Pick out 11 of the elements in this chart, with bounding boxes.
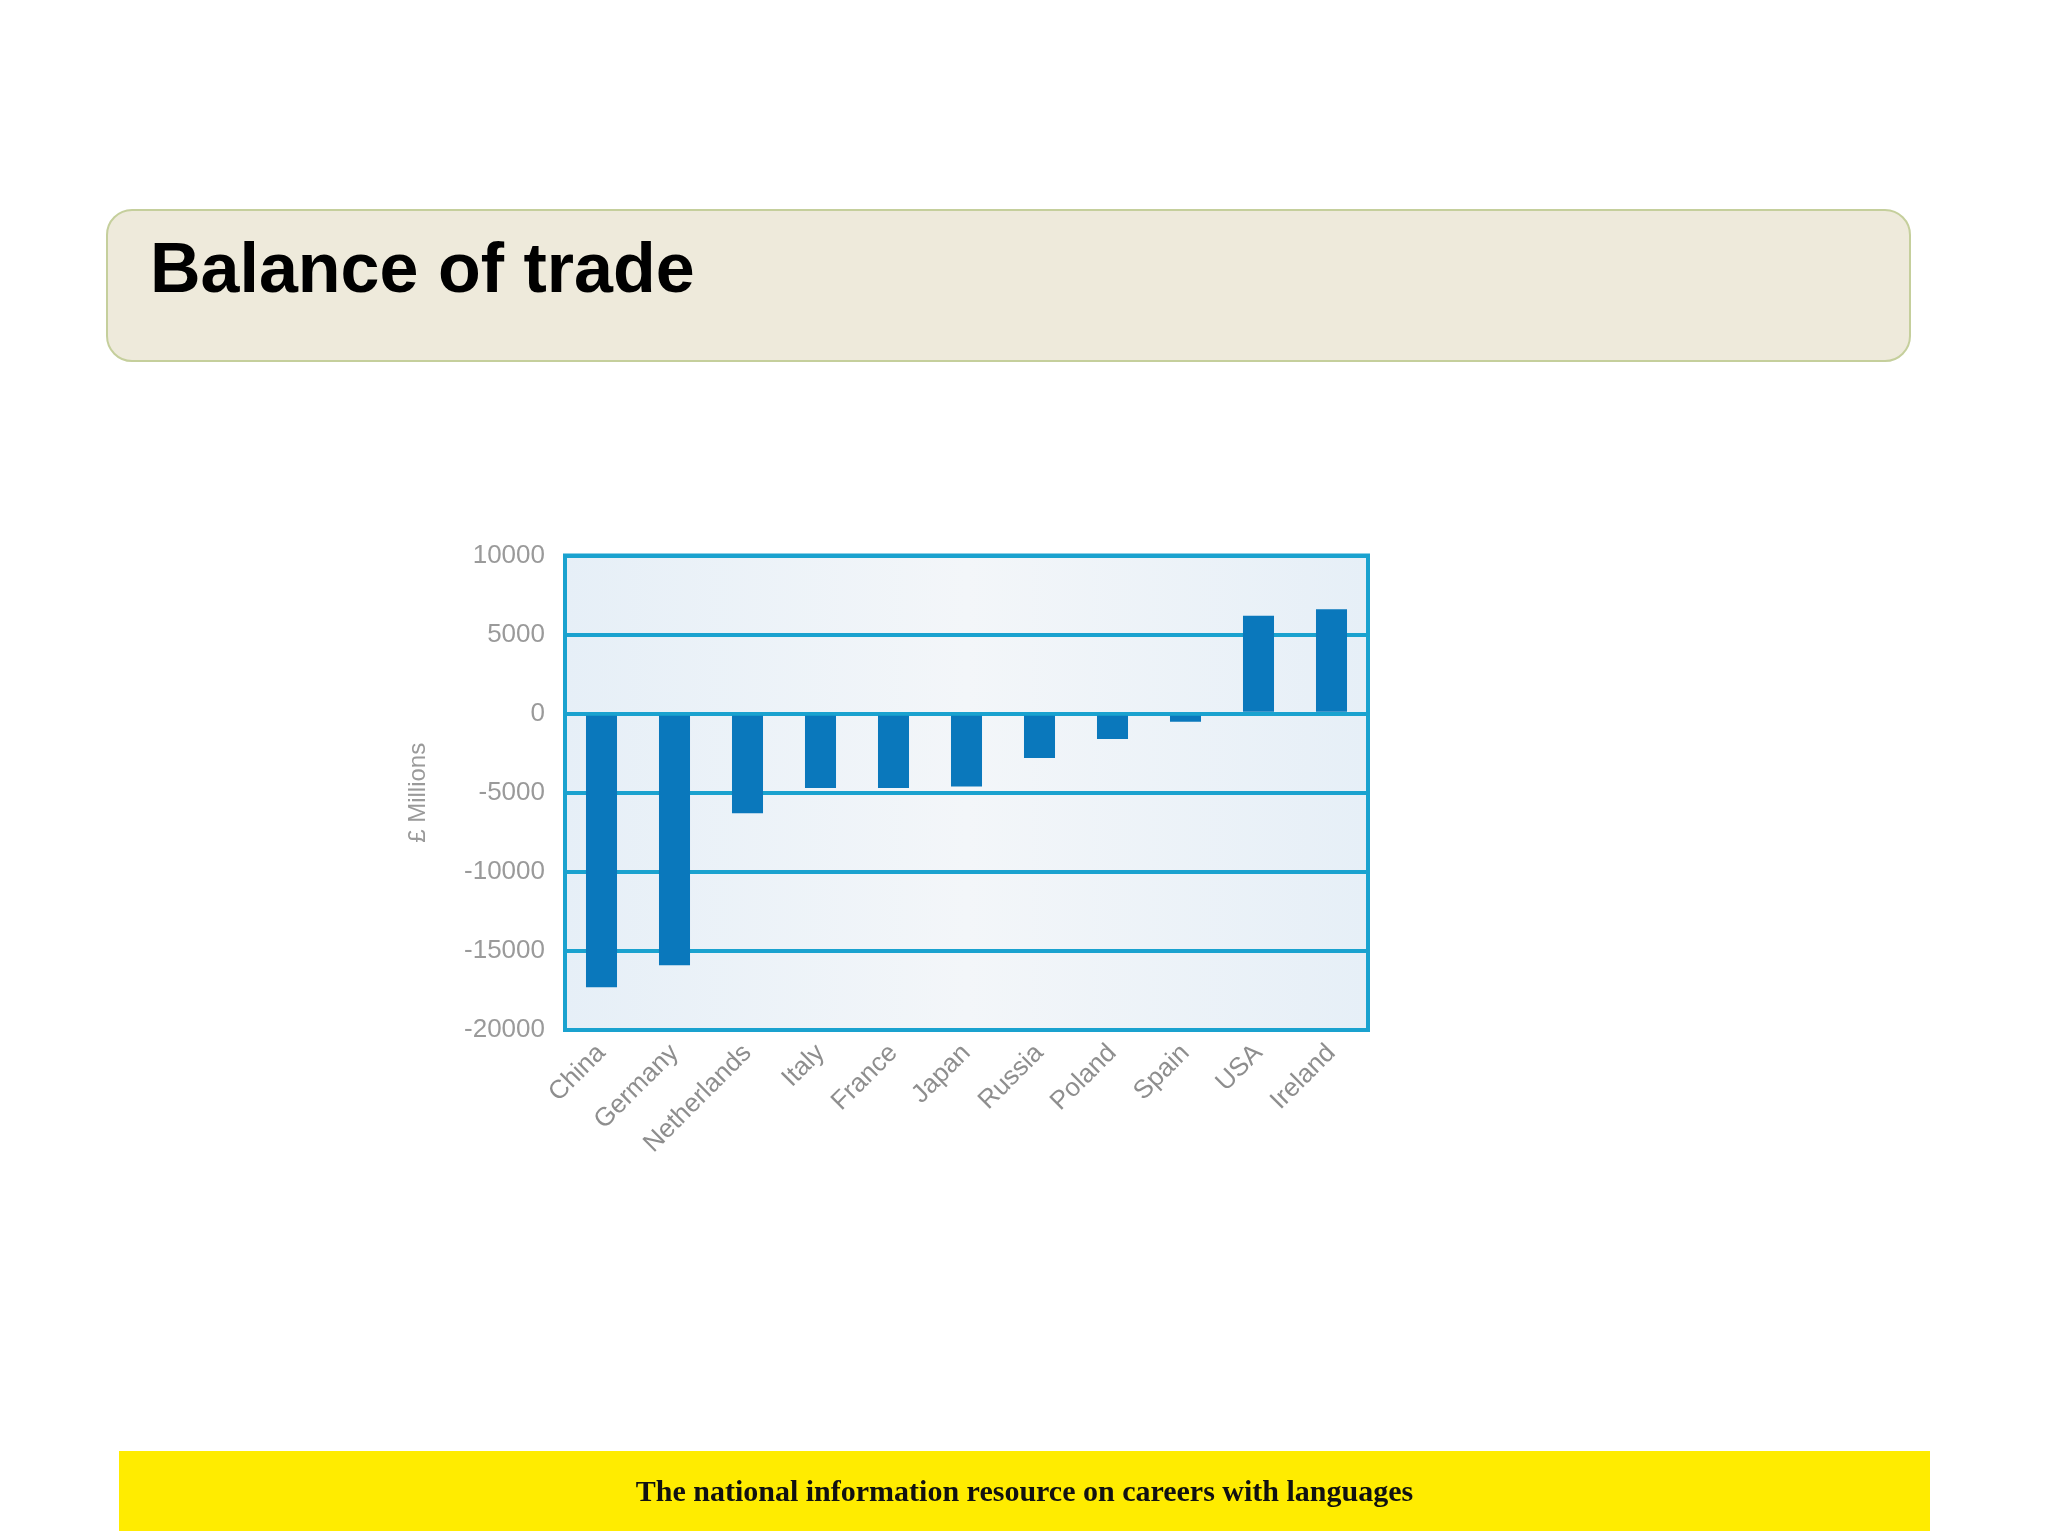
x-tick-label: USA — [1208, 1036, 1269, 1097]
y-tick-label: -10000 — [464, 855, 545, 886]
chart-title: Balance of trade — [150, 228, 695, 308]
y-tick-label: 5000 — [487, 617, 545, 648]
y-axis-title: £ Millions — [403, 742, 431, 843]
x-tick-label: Italy — [774, 1037, 830, 1093]
y-tick-label: -5000 — [478, 775, 545, 806]
y-tick-label: -20000 — [464, 1013, 545, 1044]
y-tick-label: 0 — [530, 696, 545, 727]
y-tick-label: -15000 — [464, 934, 545, 965]
y-tick-label: 10000 — [472, 538, 545, 569]
